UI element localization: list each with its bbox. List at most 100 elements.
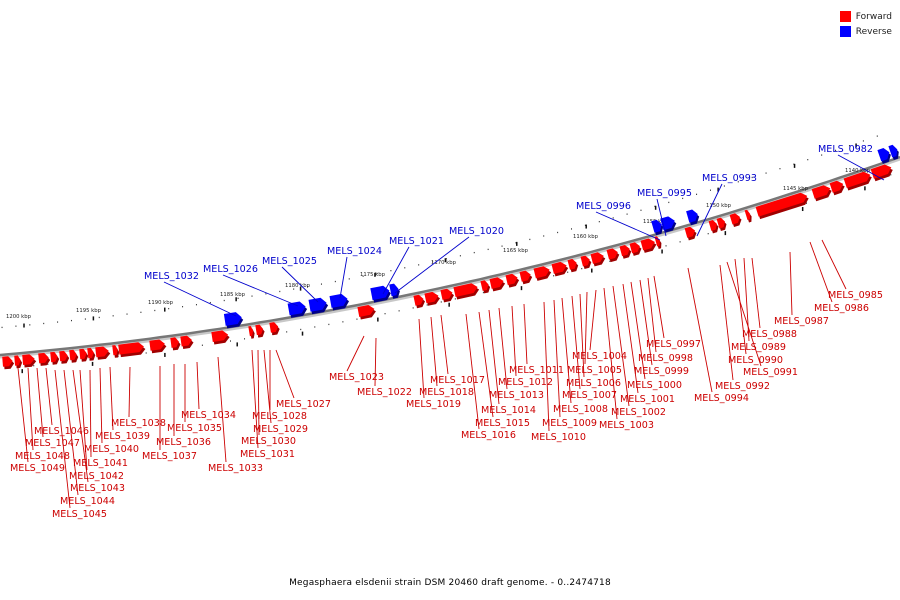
scale-dot: [482, 291, 484, 294]
gene-label: MELS_1018: [419, 387, 474, 398]
label-leader: [275, 349, 295, 399]
scale-dot: [223, 299, 225, 302]
reverse-swatch-icon: [839, 26, 851, 37]
gene-label: MELS_1012: [498, 377, 553, 388]
forward-gene-arrow: [22, 354, 37, 368]
scale-dot: [581, 267, 583, 270]
scale-dot: [362, 275, 364, 277]
label-leader: [222, 274, 299, 307]
label-leader: [394, 236, 470, 294]
label-leader: [719, 264, 734, 381]
label-leader: [498, 307, 508, 390]
label-leader: [789, 251, 793, 316]
label-leader: [99, 367, 103, 444]
kbp-label: 1160 kbp: [573, 234, 599, 240]
forward-gene-arrow: [489, 277, 506, 292]
label-leader: [54, 369, 71, 509]
label-leader: [821, 239, 847, 290]
forward-gene-arrow: [2, 356, 15, 370]
gene-label: MELS_0999: [634, 366, 689, 377]
kbp-tick: [516, 241, 518, 246]
scale-dot: [209, 301, 211, 304]
label-leader: [163, 281, 237, 317]
kbp-tick: [717, 187, 719, 192]
gene-label: MELS_1004: [572, 351, 627, 362]
label-leader: [595, 211, 661, 241]
scale-dot: [15, 325, 17, 327]
gene-label: MELS_1033: [208, 463, 263, 474]
gene-label: MELS_1034: [181, 410, 236, 421]
forward-gene-arrow: [729, 213, 742, 227]
gene-label: MELS_1015: [475, 418, 530, 429]
forward-gene-arrow: [59, 350, 70, 364]
gene-label: MELS_0982: [818, 144, 873, 155]
gene-label: MELS_1039: [95, 431, 150, 442]
gene-label: MELS_1023: [329, 372, 384, 383]
scale-dot: [473, 251, 475, 254]
forward-gene-arrow: [440, 288, 454, 303]
label-leader: [726, 261, 762, 367]
scale-dot: [696, 193, 698, 195]
label-leader: [696, 183, 723, 237]
gene-label: MELS_1049: [10, 463, 65, 474]
scale-dot: [515, 242, 517, 244]
gene-label: MELS_1025: [262, 256, 317, 267]
genome-caption: Megasphaera elsdenii strain DSM 20460 dr…: [289, 578, 611, 588]
scale-dot: [1, 326, 3, 329]
label-leader: [571, 295, 581, 390]
scale-dot: [709, 189, 711, 191]
lower-tick: [448, 302, 450, 307]
scale-dot: [126, 313, 128, 315]
gene-label: MELS_1037: [142, 451, 197, 462]
gene-label: MELS_0989: [731, 342, 786, 353]
label-leader: [579, 293, 585, 378]
gene-label: MELS_0998: [638, 353, 693, 364]
gene-label: MELS_1013: [489, 390, 544, 401]
label-leader: [430, 316, 438, 387]
forward-gene-arrow: [716, 217, 727, 231]
forward-gene-arrow: [519, 270, 533, 285]
scale-dot: [334, 280, 336, 283]
scale-dot: [307, 285, 309, 288]
legend: Forward Reverse: [839, 9, 892, 39]
label-leader: [79, 369, 88, 471]
scale-dot: [751, 176, 753, 179]
forward-gene-arrow: [590, 252, 606, 267]
label-leader: [382, 246, 410, 295]
forward-gene-arrow: [755, 192, 809, 220]
forward-gene-arrow: [118, 342, 146, 358]
gene-label: MELS_1044: [60, 496, 115, 507]
gene-label: MELS_1019: [406, 399, 461, 410]
forward-gene-arrow: [413, 294, 425, 309]
gene-label: MELS_0994: [694, 393, 749, 404]
gene-label: MELS_0987: [774, 316, 829, 327]
kbp-tick: [299, 286, 302, 291]
kbp-label: 1185 kbp: [220, 292, 246, 298]
scale-dot: [609, 260, 611, 262]
forward-gene-arrow: [255, 324, 265, 338]
scale-dot: [348, 278, 350, 280]
backbone-shadow: [0, 157, 900, 359]
scale-dot: [668, 201, 670, 204]
label-leader: [523, 303, 528, 365]
gene-label: MELS_1027: [276, 399, 331, 410]
kbp-tick: [235, 297, 237, 302]
lower-tick: [520, 286, 523, 291]
scale-dot: [342, 321, 344, 323]
gene-label: MELS_1024: [327, 246, 382, 257]
scale-dot: [543, 235, 545, 237]
gene-label: MELS_1040: [84, 444, 139, 455]
scale-dot: [737, 181, 739, 183]
forward-gene-arrow: [811, 185, 832, 202]
label-leader: [109, 366, 114, 431]
kbp-tick: [23, 323, 25, 328]
scale-dot: [679, 241, 681, 243]
gene-label: MELS_1009: [542, 418, 597, 429]
gene-label: MELS_1002: [611, 407, 666, 418]
forward-gene-arrow: [654, 236, 662, 249]
lower-tick: [864, 186, 866, 191]
gene-label: MELS_1014: [481, 405, 536, 416]
gene-label: MELS_1036: [156, 437, 211, 448]
scale-dot: [384, 313, 386, 315]
label-leader: [630, 281, 646, 380]
